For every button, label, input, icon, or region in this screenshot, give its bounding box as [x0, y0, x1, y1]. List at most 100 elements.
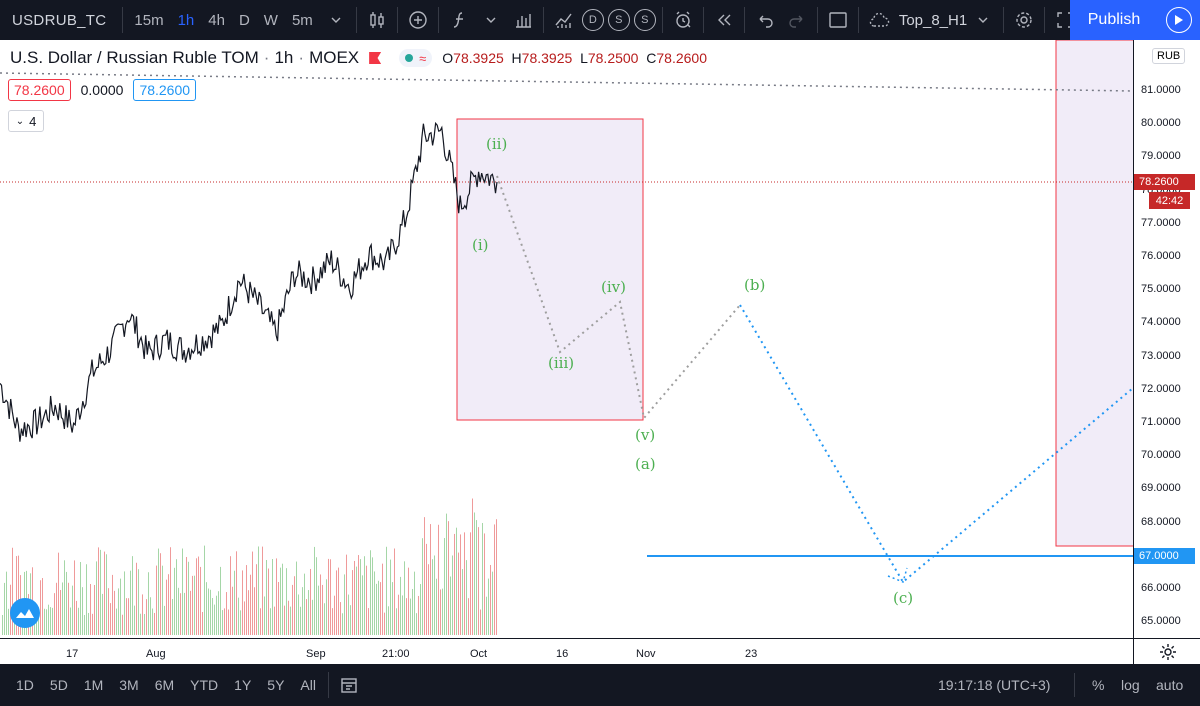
interval-w[interactable]: W [263, 11, 278, 29]
volume-bar [208, 588, 209, 635]
volume-bar [362, 575, 363, 635]
volume-bar [176, 559, 177, 635]
volume-bar [194, 575, 195, 635]
collapse-indicators-button[interactable]: ⌄ 4 [8, 110, 44, 132]
price-line [0, 121, 498, 442]
financials-icon[interactable] [510, 7, 536, 33]
publish-button[interactable]: Publish [1070, 0, 1158, 40]
bottom-toolbar: 1D 5D 1M 3M 6M YTD 1Y 5Y All 19:17:18 (U… [0, 664, 1200, 706]
volume-bar [4, 582, 5, 635]
range-6m[interactable]: 6M [154, 677, 175, 693]
candles-icon[interactable] [364, 7, 390, 33]
volume-bar [148, 572, 149, 635]
volume-bar [454, 533, 455, 635]
wave-label-iv[interactable]: (iv) [601, 278, 626, 296]
earnings-button[interactable]: S [633, 9, 656, 31]
volume-bar [202, 611, 203, 635]
layout-dropdown-icon[interactable] [970, 7, 996, 33]
divider [1044, 7, 1046, 33]
interval-5m[interactable]: 5m [291, 11, 313, 29]
settings-gear-icon[interactable] [1011, 7, 1037, 33]
tradingview-logo[interactable] [10, 598, 40, 628]
indicators-dropdown-icon[interactable] [478, 7, 504, 33]
price-chart[interactable] [0, 40, 1133, 638]
indicators-icon[interactable] [446, 7, 472, 33]
volume-bar [192, 575, 193, 635]
layout-name[interactable]: Top_8_H1 [898, 11, 968, 29]
volume-bar [292, 584, 293, 635]
volume-bar [178, 587, 179, 635]
interval-1h[interactable]: 1h [177, 11, 195, 29]
range-ytd[interactable]: YTD [190, 677, 219, 693]
volume-bar [380, 582, 381, 635]
range-all[interactable]: All [300, 677, 316, 693]
volume-bar [60, 589, 61, 635]
price-axis[interactable]: RUB [1133, 40, 1200, 638]
wave-label-i[interactable]: (i) [472, 236, 489, 254]
replay-icon[interactable] [711, 7, 737, 33]
divider [816, 7, 818, 33]
volume-bar [452, 555, 453, 635]
divider [661, 7, 663, 33]
range-1d[interactable]: 1D [16, 677, 34, 693]
clock[interactable]: 19:17:18 (UTC+3) [938, 677, 1051, 693]
interval-4h[interactable]: 4h [208, 11, 225, 29]
time-axis[interactable]: 17 Aug Sep 21:00 Oct 16 Nov 23 [0, 638, 1133, 665]
volume-bar [222, 610, 223, 635]
dividends-button[interactable]: D [581, 9, 604, 31]
volume-bar [188, 561, 189, 635]
wave-label-ii[interactable]: (ii) [486, 135, 508, 153]
volume-bar [330, 559, 331, 635]
volume-bar [108, 588, 109, 635]
currency-badge[interactable]: RUB [1152, 48, 1186, 64]
volume-bar [252, 551, 253, 635]
layout-select-icon[interactable] [825, 7, 851, 33]
volume-bar [388, 606, 389, 635]
templates-icon[interactable] [551, 7, 577, 33]
volume-bar [438, 524, 439, 635]
interval-15m[interactable]: 15m [134, 11, 164, 29]
wave-label-v[interactable]: (v) [635, 426, 656, 444]
log-toggle[interactable]: log [1121, 677, 1140, 693]
cloud-save-icon[interactable] [866, 7, 892, 33]
interval-dropdown-icon[interactable] [323, 7, 349, 33]
percent-toggle[interactable]: % [1092, 677, 1105, 693]
time-tick: Aug [146, 648, 166, 660]
volume-bar [468, 598, 469, 635]
wave-box-right[interactable] [1055, 40, 1133, 547]
range-3m[interactable]: 3M [119, 677, 139, 693]
impulse-projection[interactable] [496, 175, 741, 421]
flag-icon[interactable] [369, 52, 382, 64]
volume-bar [226, 592, 227, 635]
symbol-search-button[interactable]: USDRUB_TC [12, 11, 107, 29]
splits-button[interactable]: S [607, 9, 630, 31]
volume-bar [360, 559, 361, 635]
range-5d[interactable]: 5D [49, 677, 68, 693]
alert-icon[interactable] [670, 7, 696, 33]
volume-bar [220, 566, 221, 635]
volume-bar [306, 599, 307, 635]
range-1y[interactable]: 1Y [234, 677, 252, 693]
volume-bar [258, 546, 259, 635]
volume-bar [450, 576, 451, 635]
wave-label-b[interactable]: (b) [744, 276, 766, 294]
market-status-pill[interactable]: ≈ [399, 49, 433, 67]
wave-label-c[interactable]: (c) [893, 589, 914, 607]
range-1m[interactable]: 1M [83, 677, 104, 693]
chart-settings-button[interactable] [1133, 638, 1200, 665]
wave-box-left[interactable] [456, 118, 644, 421]
symbol-title[interactable]: U.S. Dollar / Russian Ruble TOM [10, 48, 259, 67]
goto-date-icon[interactable] [336, 672, 362, 698]
wave-label-a[interactable]: (a) [635, 455, 656, 473]
redo-icon[interactable] [784, 7, 810, 33]
wave-label-iii[interactable]: (iii) [548, 354, 575, 372]
volume-bar [196, 558, 197, 635]
play-button[interactable] [1158, 0, 1200, 40]
undo-icon[interactable] [752, 7, 778, 33]
volume-bar [456, 527, 457, 635]
auto-toggle[interactable]: auto [1156, 677, 1184, 693]
range-5y[interactable]: 5Y [267, 677, 285, 693]
add-compare-icon[interactable] [405, 7, 431, 33]
interval-d[interactable]: D [238, 11, 250, 29]
volume-bar [114, 590, 115, 635]
